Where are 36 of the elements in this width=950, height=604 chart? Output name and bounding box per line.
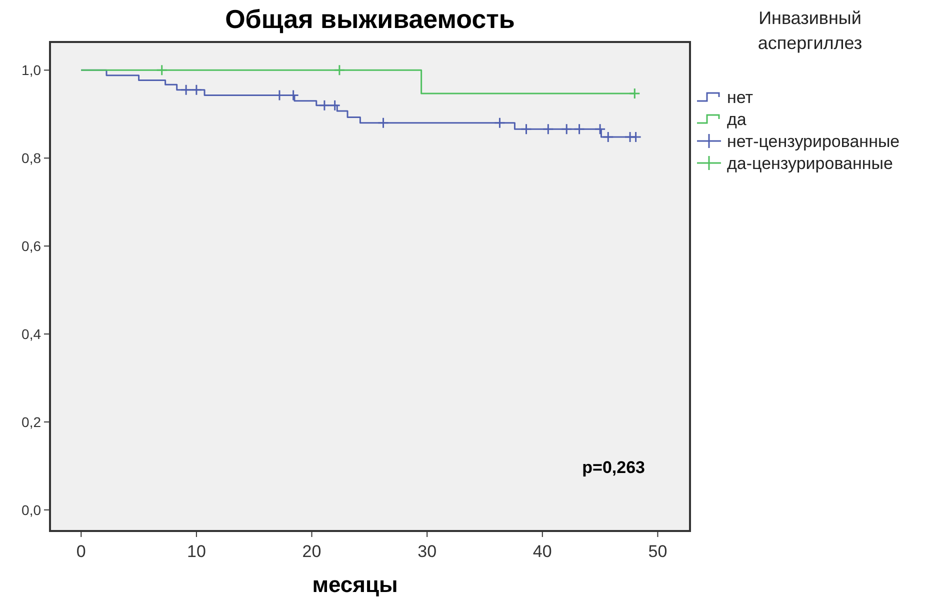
x-tick-label: 50: [648, 542, 668, 561]
point: [378, 117, 390, 129]
point: [180, 84, 192, 96]
legend-label: нет: [727, 88, 754, 107]
point: [560, 123, 572, 135]
y-tick-label: 1,0: [22, 62, 42, 78]
point: [542, 123, 554, 135]
legend-label: да-цензурированные: [727, 154, 893, 173]
point: [318, 100, 330, 112]
x-tick-label: 20: [302, 542, 322, 561]
point: [334, 64, 346, 76]
y-tick-label: 0,6: [22, 238, 42, 254]
y-tick-label: 0,0: [22, 502, 42, 518]
x-tick-label: 0: [76, 542, 86, 561]
annotation: p=0,263: [582, 458, 645, 477]
y-tick-label: 0,2: [22, 414, 42, 430]
legend-title: Инвазивный аспергиллез: [758, 8, 862, 53]
legend-label: да: [727, 110, 747, 129]
point: [190, 84, 202, 96]
point: [574, 123, 586, 135]
legend-label: нет-цензурированные: [727, 132, 900, 151]
point: [628, 88, 640, 100]
x-axis-title: месяцы: [312, 572, 398, 597]
point: [630, 131, 642, 143]
x-tick-label: 10: [186, 542, 206, 561]
point: [329, 100, 341, 112]
x-tick-label: 40: [532, 542, 552, 561]
y-tick-label: 0,4: [22, 326, 42, 342]
point: [594, 123, 606, 135]
point: [156, 64, 168, 76]
point: [494, 117, 506, 129]
y-tick-label: 0,8: [22, 150, 42, 166]
point: [520, 123, 532, 135]
point: [602, 131, 614, 143]
x-tick-label: 30: [418, 542, 437, 561]
chart-title: Общая выживаемость: [225, 4, 515, 34]
